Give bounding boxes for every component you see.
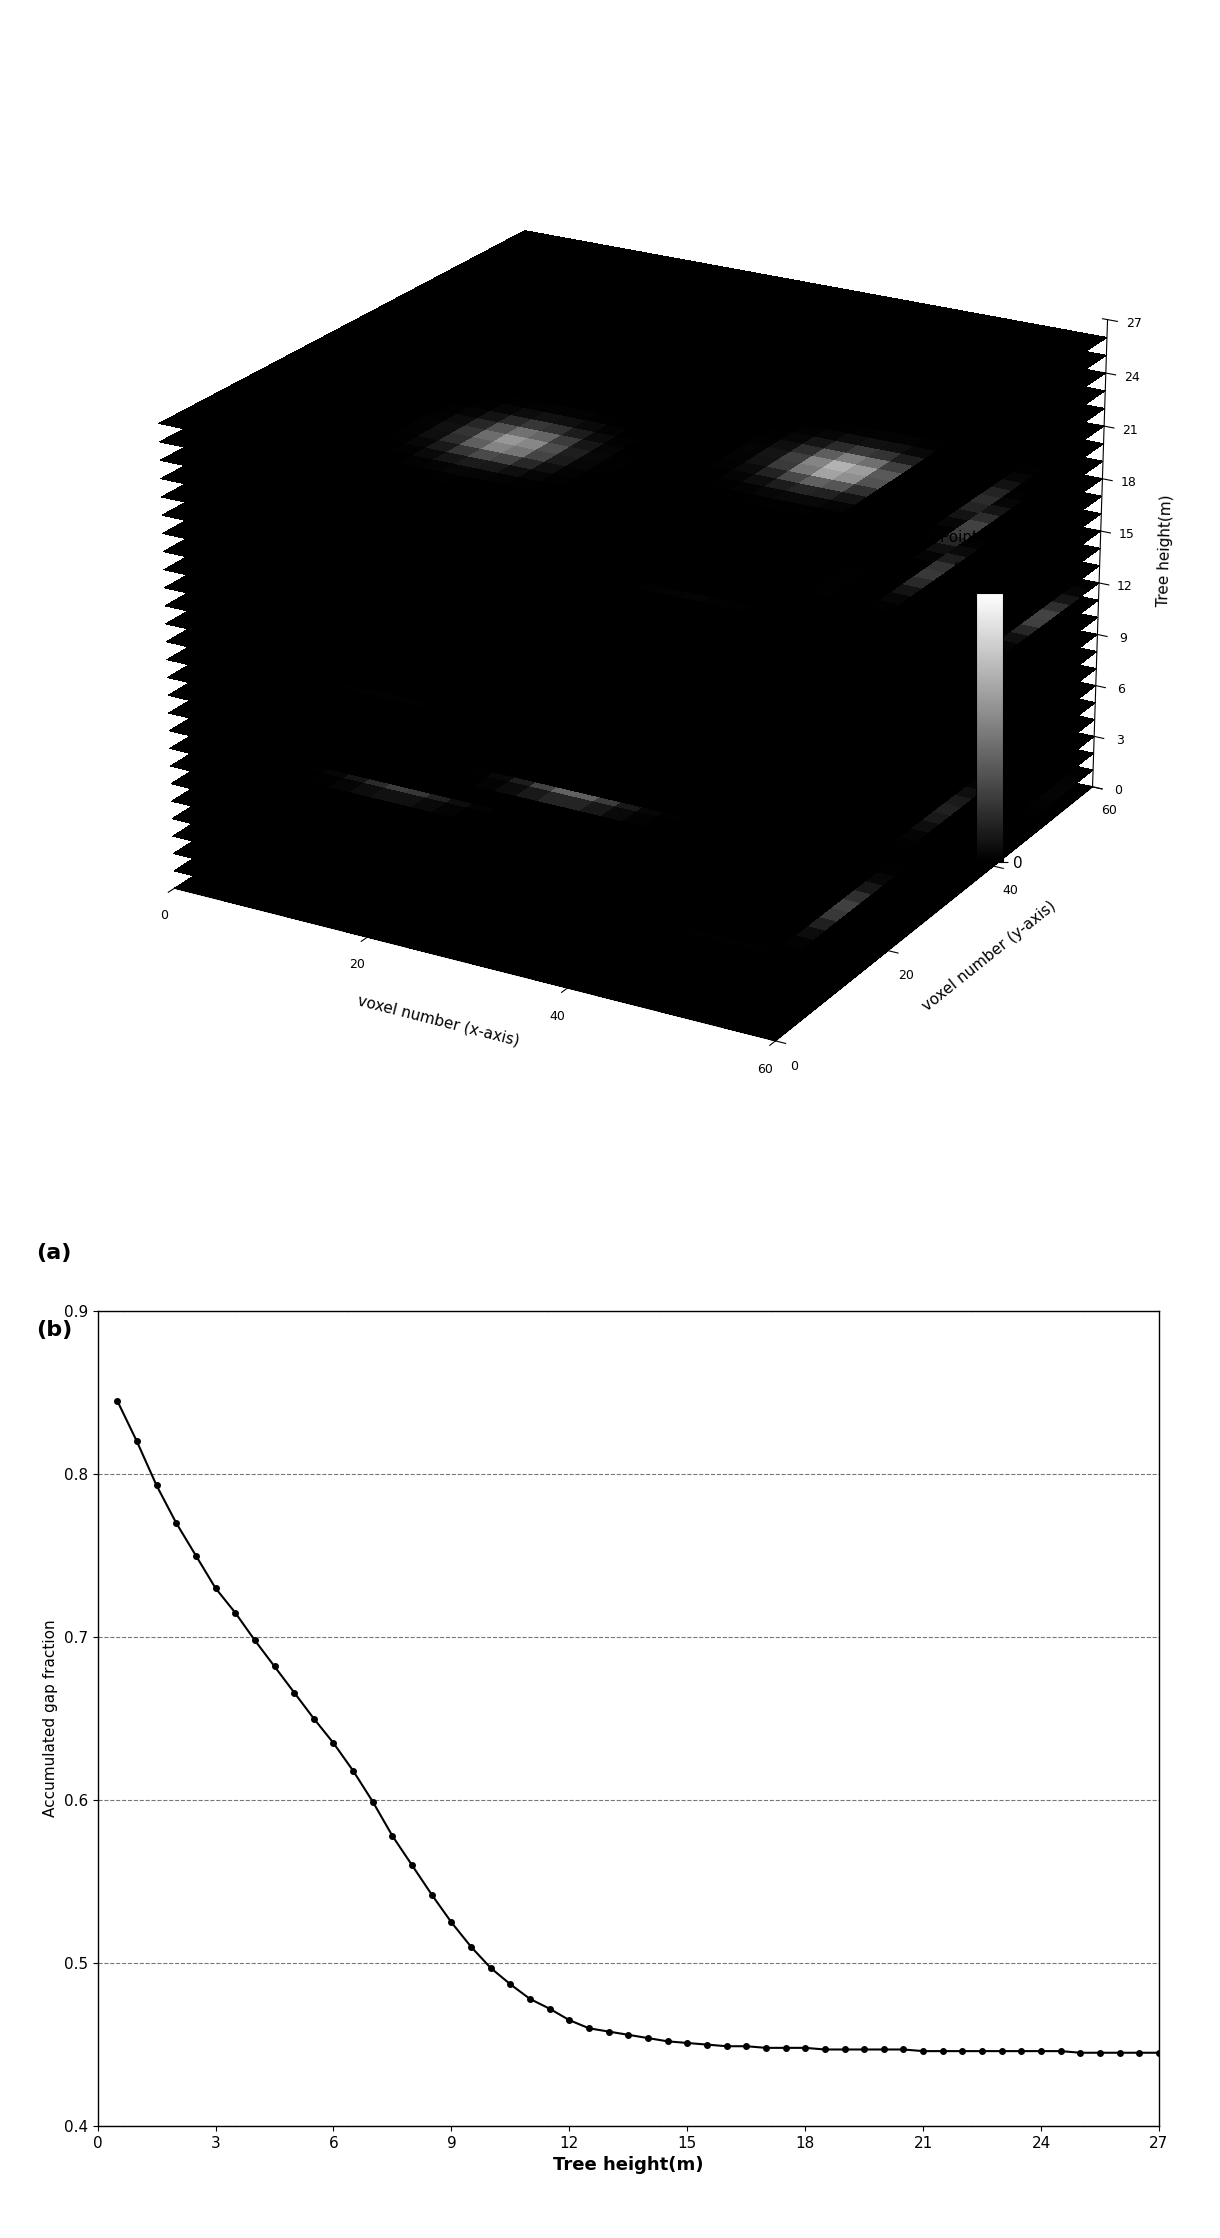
X-axis label: voxel number (x-axis): voxel number (x-axis) <box>355 994 521 1047</box>
Text: Point density: Point density <box>939 530 1039 544</box>
Y-axis label: Accumulated gap fraction: Accumulated gap fraction <box>43 1620 59 1817</box>
Text: (pt/voxel): (pt/voxel) <box>953 562 1026 577</box>
Y-axis label: voxel number (y-axis): voxel number (y-axis) <box>919 897 1059 1014</box>
Text: (b): (b) <box>37 1320 73 1341</box>
X-axis label: Tree height(m): Tree height(m) <box>553 2157 704 2175</box>
Text: (a): (a) <box>37 1244 72 1262</box>
